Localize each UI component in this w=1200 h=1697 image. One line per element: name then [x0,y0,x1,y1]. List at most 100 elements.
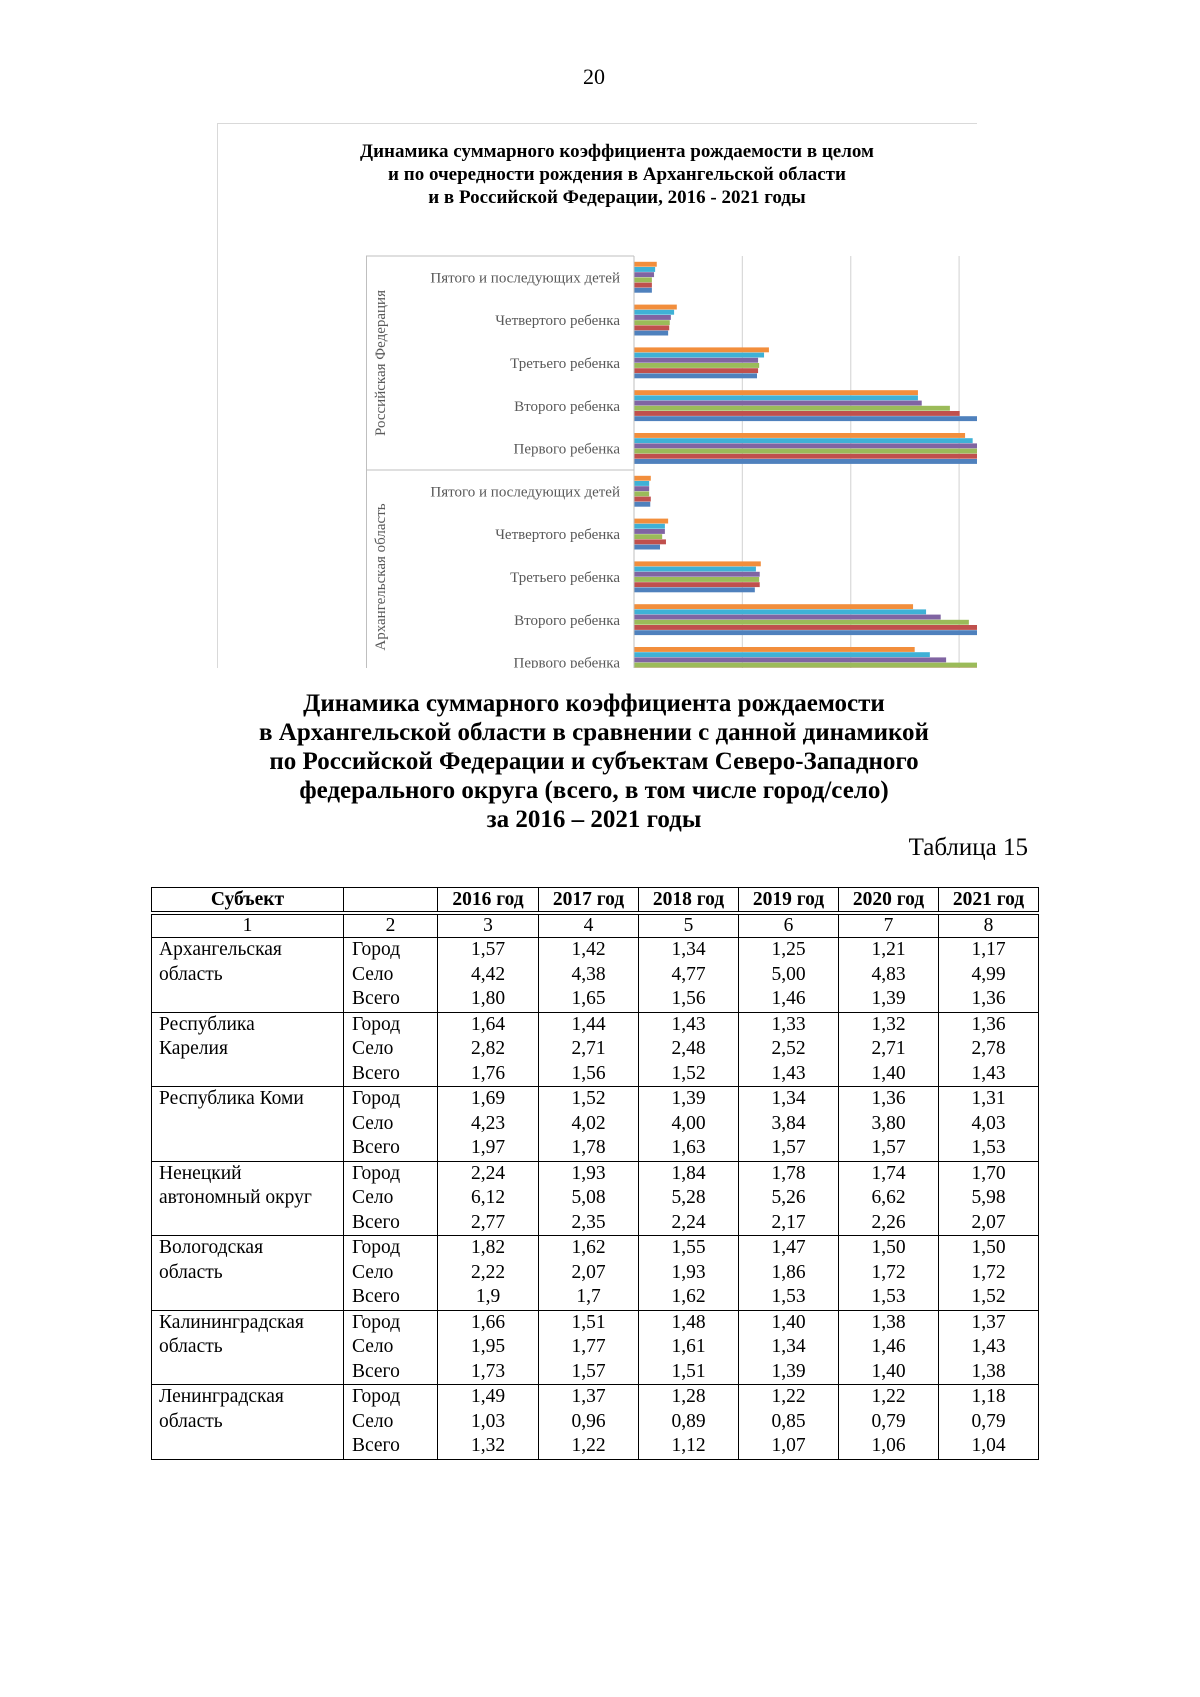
settlement-type: Всего [343,1359,438,1385]
table-row: Всего 1,97 1,78 1,63 1,57 1,57 1,53 [152,1136,1039,1161]
bar [634,486,650,492]
bar [634,304,677,310]
column-number: 6 [738,914,839,938]
value-cell: 1,7 [538,1285,639,1310]
bar [634,282,652,288]
value-cell: 5,98 [938,1186,1039,1211]
category-label: Второго ребенка [514,613,620,629]
bar [634,544,661,550]
value-cell: 1,31 [938,1086,1039,1112]
bar [634,501,651,507]
value-cell: 1,78 [738,1160,839,1186]
bar [634,261,657,267]
bar [634,309,675,315]
bar [634,368,759,374]
chart-area: Динамика суммарного коэффициента рождаем… [217,123,977,668]
table: 1 2 3 4 5 6 7 8 Архангельская область Город 1,57 1,4… [151,914,1039,1460]
table-row: Архангельская область Город 1,57 1,42 1,34 1,2… [151,937,1039,1012]
bar [634,587,755,593]
value-cell: 1,39 [638,1086,739,1112]
header-cell: 2016 год [437,887,539,912]
value-cell: 1,03 [437,1409,539,1434]
header-cell: 2021 год [938,887,1039,912]
value-cell: 4,23 [437,1111,539,1136]
bar [634,363,760,368]
table-row: Село 2,22 2,07 1,93 1,86 1,72 1,72 [152,1260,1039,1285]
column-number: 2 [343,914,438,938]
bar [634,614,941,620]
bar [634,619,969,625]
bar [634,453,977,459]
value-cell: 1,40 [838,1061,939,1087]
table-row: Село 4,23 4,02 4,00 3,84 3,80 4,03 [152,1111,1039,1136]
value-cell: 1,56 [638,987,739,1012]
column-number: 4 [538,914,639,938]
table-label: Таблица 15 [908,834,1028,861]
settlement-type: Всего [343,1210,438,1236]
bar [634,438,973,444]
value-cell: 1,22 [838,1384,939,1410]
subject-line: область [159,1261,223,1283]
column-number: 1 [151,914,344,938]
bar [634,529,665,534]
value-cell: 1,63 [638,1136,739,1161]
value-cell: 2,26 [838,1210,939,1236]
subject-line: Архангельская [159,939,282,960]
value-cell: 4,42 [437,962,539,987]
value-cell: 1,72 [938,1260,1039,1285]
bar [634,390,918,396]
bar [634,330,669,336]
value-cell: 1,51 [638,1359,739,1385]
value-cell: 1,70 [938,1160,1039,1186]
bar [634,443,977,449]
value-cell: 1,84 [638,1160,739,1186]
bar [634,400,922,406]
bar [634,315,671,320]
value-cell: 2,22 [437,1260,539,1285]
table-row: Всего 1,80 1,65 1,56 1,46 1,39 1,36 [152,987,1039,1012]
chart-title: и в Российской Федерации, 2016 - 2021 го… [428,187,806,208]
bar [634,534,663,540]
bar [634,657,947,663]
value-cell: 1,43 [938,1061,1039,1087]
value-cell: 1,36 [938,1011,1039,1037]
bar [634,459,977,464]
value-cell: 2,17 [738,1210,839,1236]
subject-line: Республика [159,1013,255,1035]
value-cell: 1,53 [838,1285,939,1310]
bar [634,357,759,363]
bar [634,571,760,577]
value-cell: 1,28 [638,1384,739,1410]
value-cell: 2,07 [538,1260,639,1285]
subject-line: Вологодская [159,1237,264,1258]
header-cell: 2018 год [638,887,739,912]
value-cell: 5,28 [638,1186,739,1211]
subject-cell: Республика Коми [151,1086,344,1161]
value-cell: 4,99 [938,962,1039,987]
value-cell: 1,97 [437,1136,539,1161]
value-cell: 1,50 [938,1235,1039,1261]
bar [634,272,655,278]
settlement-type: Всего [343,1061,438,1087]
value-cell: 2,24 [437,1160,539,1186]
value-cell: 2,71 [838,1037,939,1062]
value-cell: 1,82 [437,1235,539,1261]
value-cell: 1,77 [538,1335,639,1360]
value-cell: 0,96 [538,1409,639,1434]
subject-line: область [159,1410,223,1432]
group-label: Архангельская область [373,503,389,650]
bar [634,491,650,497]
settlement-type: Всего [343,1136,438,1161]
subject-line: автономный округ [159,1187,312,1208]
value-cell: 1,48 [638,1309,739,1335]
bar [634,481,650,486]
table-row: Село 1,03 0,96 0,89 0,85 0,79 0,79 [152,1409,1039,1434]
header-cell: 2020 год [838,887,939,912]
bar [634,277,652,283]
heading-line: Динамика суммарного коэффициента рождаем… [303,690,885,717]
bar [634,518,669,524]
value-cell: 1,43 [738,1061,839,1087]
value-cell: 2,77 [437,1210,539,1236]
header-cell: 2017 год [538,887,639,912]
